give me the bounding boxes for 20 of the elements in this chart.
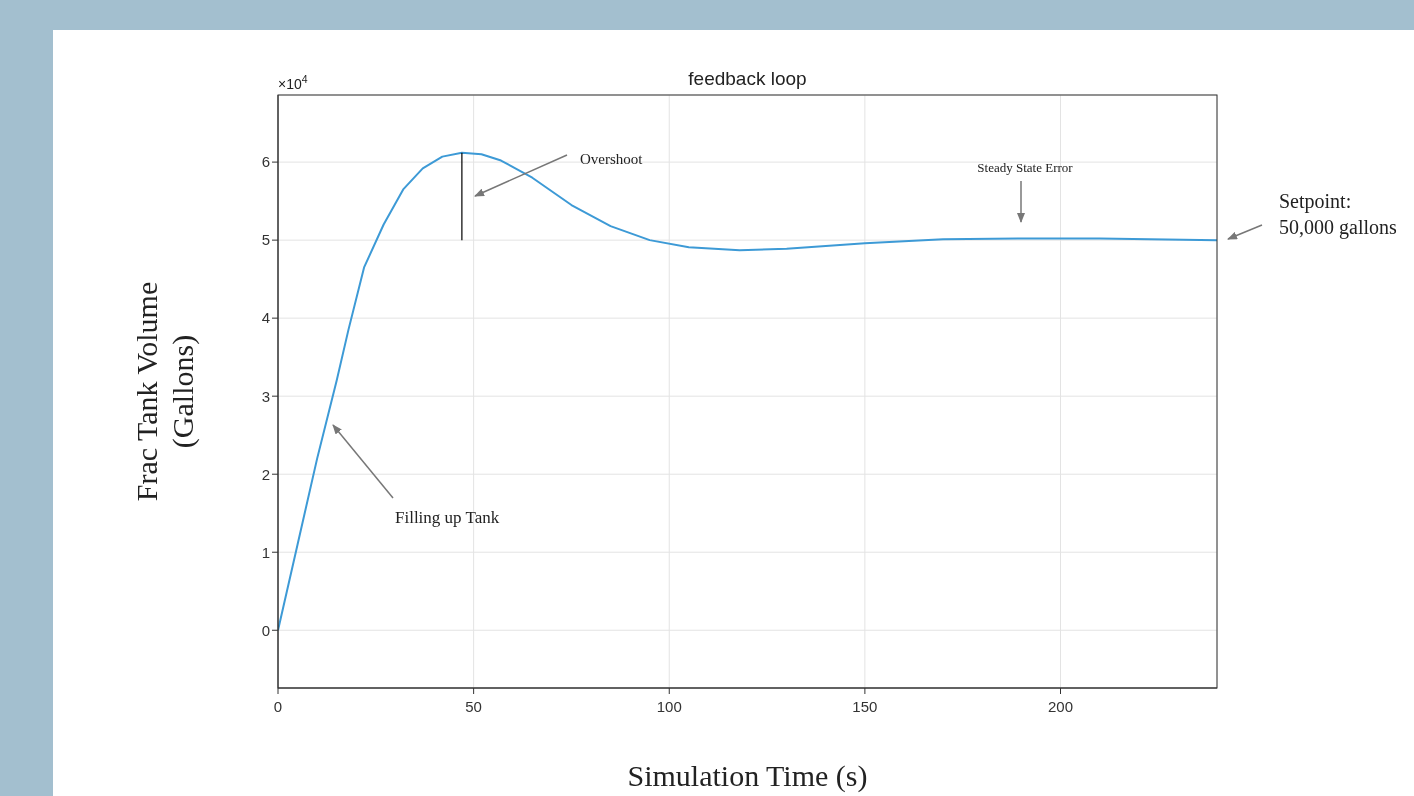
chart-title: feedback loop bbox=[688, 68, 807, 89]
y-tick-label: 3 bbox=[261, 387, 270, 405]
annotation: Filling up Tank bbox=[395, 508, 500, 527]
x-tick-label: 100 bbox=[656, 698, 682, 715]
x-tick-label: 50 bbox=[465, 698, 482, 715]
x-tick-label: 150 bbox=[852, 698, 878, 715]
x-tick-label: 200 bbox=[1047, 698, 1074, 715]
text: Setpoint: 50,000 gallons bbox=[1279, 190, 1397, 239]
y-axis-title: Frac Tank Volume (Gallons) bbox=[130, 281, 200, 502]
y-tick-label: 4 bbox=[261, 309, 270, 327]
y-tick-label: 1 bbox=[261, 543, 270, 561]
y-tick-label: 6 bbox=[261, 153, 270, 171]
x-tick-label: 0 bbox=[273, 698, 283, 715]
annotation: Overshoot bbox=[580, 151, 644, 167]
y-tick-label: 2 bbox=[261, 465, 270, 483]
y-tick-label: 0 bbox=[261, 621, 270, 639]
annotation: Steady State Error bbox=[977, 160, 1074, 175]
x-axis-title: Simulation Time (s) bbox=[627, 759, 868, 793]
y-tick-label: 5 bbox=[261, 231, 270, 249]
text: ×10$^{4}$ bbox=[278, 73, 308, 92]
